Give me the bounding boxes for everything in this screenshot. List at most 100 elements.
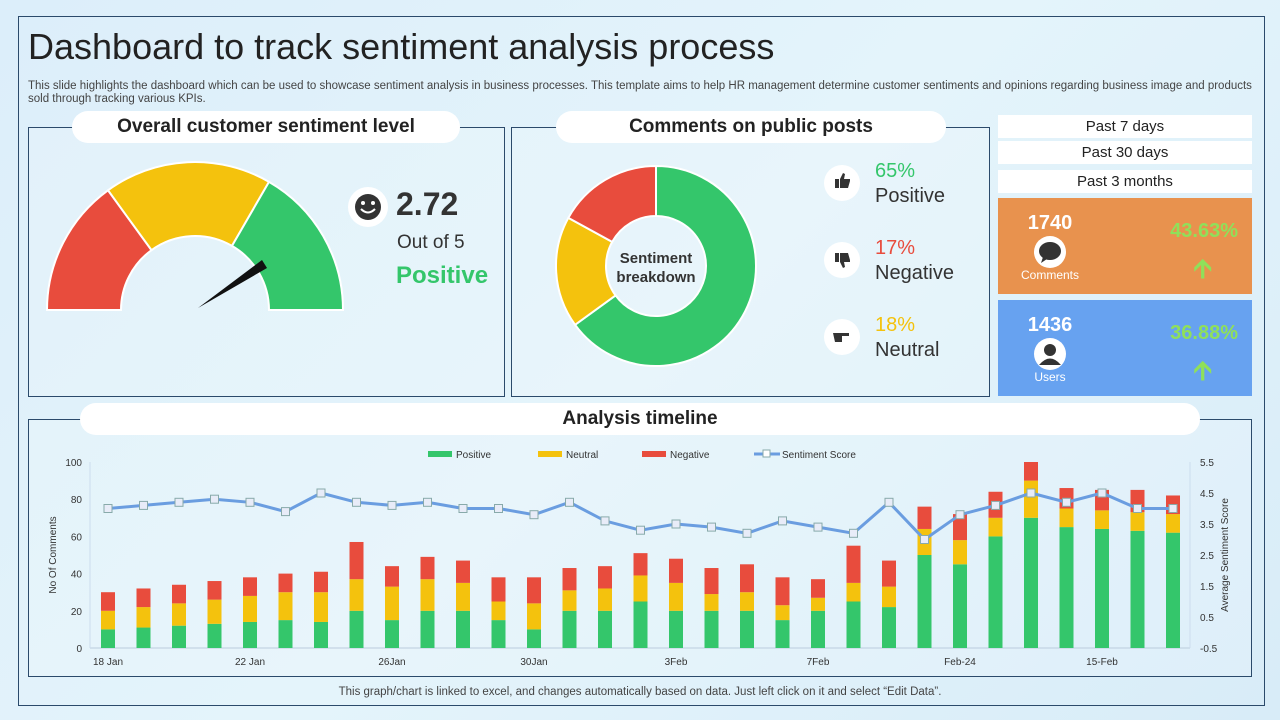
bar-negative bbox=[811, 579, 825, 598]
bar-negative bbox=[456, 560, 470, 583]
period-past-3-months[interactable]: Past 3 months bbox=[998, 170, 1252, 193]
bar-neutral bbox=[420, 579, 435, 611]
sentiment-score-point bbox=[174, 497, 184, 507]
sentiment-score-point bbox=[565, 497, 574, 507]
bar-negative bbox=[598, 566, 612, 589]
bar-negative bbox=[882, 560, 896, 587]
legend-swatch bbox=[538, 451, 562, 457]
bar-neutral bbox=[846, 582, 861, 602]
bar-negative bbox=[243, 577, 257, 596]
bar-positive bbox=[704, 610, 719, 648]
sentiment-score-point bbox=[210, 494, 219, 504]
bar-positive bbox=[917, 555, 932, 648]
y-axis-title: No Of Comments bbox=[48, 516, 59, 593]
bar-negative bbox=[527, 577, 541, 604]
bar-positive bbox=[1166, 532, 1180, 648]
bar-positive bbox=[953, 564, 967, 648]
y2-tick-label: 3.5 bbox=[1200, 520, 1214, 531]
bar-positive bbox=[491, 620, 506, 648]
bar-neutral bbox=[243, 595, 257, 622]
slide-border bbox=[18, 16, 1265, 706]
bar-neutral bbox=[278, 592, 293, 621]
y-tick-label: 80 bbox=[71, 495, 83, 506]
bar-positive bbox=[740, 610, 754, 648]
bar-positive bbox=[811, 610, 825, 648]
y-tick-label: 40 bbox=[71, 570, 83, 581]
gauge-needle bbox=[198, 260, 267, 308]
kpi-label: Comments bbox=[1020, 268, 1079, 282]
thumbs-up-icon bbox=[824, 165, 860, 201]
bar-positive bbox=[1095, 528, 1109, 648]
smiley-face-icon bbox=[348, 187, 388, 227]
page-description: This slide highlights the dashboard whic… bbox=[28, 80, 1252, 105]
sentiment-score-point bbox=[352, 497, 361, 507]
sentiment-score-point bbox=[991, 500, 1000, 510]
bar-neutral bbox=[527, 603, 541, 630]
period-past-7-days[interactable]: Past 7 days bbox=[998, 115, 1252, 138]
sentiment-score-point bbox=[671, 519, 681, 529]
sentiment-score-point bbox=[742, 528, 752, 538]
bar-positive bbox=[1024, 517, 1038, 648]
sentiment-score-point bbox=[281, 507, 290, 517]
bar-neutral bbox=[775, 605, 790, 621]
sentiment-score-point bbox=[884, 497, 894, 507]
bar-positive bbox=[846, 601, 861, 648]
comment-pct-neutral: 18% bbox=[875, 314, 916, 336]
bar-neutral bbox=[1095, 510, 1109, 529]
sentiment-score-point bbox=[458, 504, 468, 513]
donut-slice-negative bbox=[567, 164, 657, 244]
kpi-change: 36.88% bbox=[1170, 322, 1238, 344]
bar-negative bbox=[385, 566, 399, 587]
bar-negative bbox=[775, 577, 790, 606]
bar-positive bbox=[988, 536, 1003, 648]
y-tick-label: 0 bbox=[76, 644, 82, 655]
user-icon bbox=[1034, 338, 1066, 370]
score-out-of: Out of 5 bbox=[397, 232, 465, 253]
donut-label-line2: breakdown bbox=[616, 269, 696, 286]
sentiment-gauge bbox=[45, 161, 345, 311]
arrow-up-icon: 🡩 bbox=[1193, 355, 1212, 385]
sentiment-score-point bbox=[387, 500, 397, 510]
sentiment-score: 2.72 bbox=[396, 186, 459, 222]
bar-neutral bbox=[349, 579, 364, 611]
bar-positive bbox=[1059, 527, 1074, 648]
bar-negative bbox=[953, 514, 967, 541]
bar-neutral bbox=[704, 594, 719, 611]
bar-neutral bbox=[953, 540, 967, 565]
bar-neutral bbox=[456, 582, 470, 611]
sentiment-score-point bbox=[245, 497, 255, 507]
sentiment-score-point bbox=[1097, 488, 1107, 498]
bar-negative bbox=[420, 556, 435, 580]
bar-positive bbox=[633, 601, 648, 648]
sentiment-score-point bbox=[423, 497, 432, 507]
bar-neutral bbox=[1059, 508, 1074, 528]
bar-positive bbox=[243, 621, 257, 648]
x-tick-label: 22 Jan bbox=[235, 657, 265, 668]
bar-neutral bbox=[633, 575, 648, 602]
analysis-timeline-chart[interactable]: 0 20 40 60 80 100 -0.5 0.5 1.5 2.5 3.5 4.5 5.5 No Of … bbox=[28, 440, 1252, 675]
y2-tick-label: 0.5 bbox=[1200, 613, 1214, 624]
bar-negative bbox=[278, 573, 293, 593]
sentiment-score-point bbox=[1062, 497, 1071, 507]
comment-label-negative: Negative bbox=[875, 262, 954, 284]
bar-neutral bbox=[136, 607, 151, 628]
donut-center-label: Sentiment breakdown bbox=[606, 249, 706, 287]
sentiment-score-point bbox=[1133, 504, 1142, 513]
gauge-green-segment bbox=[230, 180, 345, 311]
y2-axis-title: Average Sentiment Score bbox=[1220, 498, 1231, 612]
period-past-30-days[interactable]: Past 30 days bbox=[998, 141, 1252, 164]
kpi-comments: 1740 Comments 43.63% 🡩 bbox=[998, 198, 1252, 294]
bar-neutral bbox=[1166, 514, 1180, 533]
donut-slice-positive bbox=[573, 164, 757, 367]
y2-tick-label: 2.5 bbox=[1200, 551, 1214, 562]
y-tick-label: 60 bbox=[71, 532, 83, 543]
kpi-users: 1436 Users 36.88% 🡩 bbox=[998, 300, 1252, 396]
bar-negative bbox=[172, 584, 186, 604]
sentiment-score-point bbox=[600, 516, 610, 526]
bar-positive bbox=[882, 607, 896, 648]
sentiment-score-point bbox=[707, 522, 716, 532]
bar-neutral bbox=[207, 599, 222, 624]
legend-label-sentiment-score: Sentiment Score bbox=[782, 450, 856, 461]
bar-positive bbox=[1130, 530, 1145, 648]
x-tick-label: 3Feb bbox=[665, 657, 688, 668]
